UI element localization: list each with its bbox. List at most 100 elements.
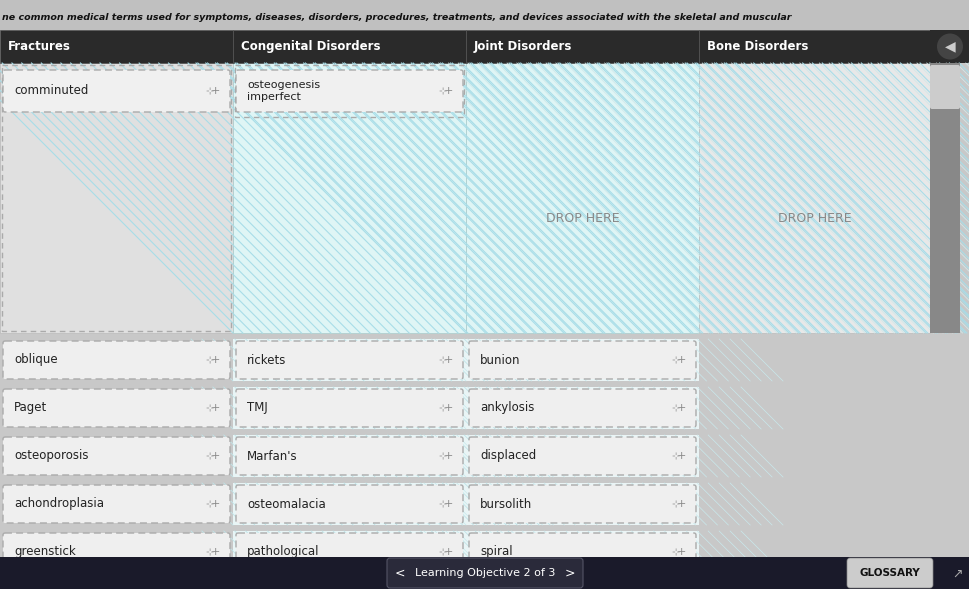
FancyBboxPatch shape: [387, 558, 582, 588]
FancyBboxPatch shape: [235, 70, 462, 112]
FancyBboxPatch shape: [3, 70, 230, 112]
Bar: [233, 387, 465, 429]
Text: ankylosis: ankylosis: [480, 402, 534, 415]
Text: +: +: [675, 355, 685, 365]
FancyBboxPatch shape: [929, 65, 959, 109]
FancyBboxPatch shape: [3, 437, 230, 475]
Bar: [465, 435, 699, 477]
Text: rickets: rickets: [247, 353, 286, 366]
Text: +: +: [443, 547, 453, 557]
FancyBboxPatch shape: [235, 341, 462, 379]
FancyBboxPatch shape: [469, 485, 696, 523]
Text: ⊹: ⊹: [671, 547, 678, 557]
FancyBboxPatch shape: [235, 389, 462, 427]
Text: ⊹: ⊹: [437, 86, 446, 96]
Text: ⊹: ⊹: [437, 451, 446, 461]
FancyBboxPatch shape: [469, 533, 696, 571]
Text: ⊹: ⊹: [204, 451, 213, 461]
Text: +: +: [443, 499, 453, 509]
Text: Paget: Paget: [14, 402, 47, 415]
Text: +: +: [675, 547, 685, 557]
Text: bursolith: bursolith: [480, 498, 532, 511]
Text: ⊹: ⊹: [204, 499, 213, 509]
Text: displaced: displaced: [480, 449, 536, 462]
Text: spiral: spiral: [480, 545, 512, 558]
Text: ⊹: ⊹: [204, 547, 213, 557]
Text: ⊹: ⊹: [437, 547, 446, 557]
FancyBboxPatch shape: [846, 558, 932, 588]
Bar: [0, 63, 233, 333]
Text: GLOSSARY: GLOSSARY: [859, 568, 920, 578]
Text: +: +: [210, 355, 219, 365]
Text: +: +: [210, 499, 219, 509]
FancyBboxPatch shape: [3, 389, 230, 427]
Text: +: +: [443, 86, 453, 96]
Bar: [929, 30, 969, 63]
Text: +: +: [443, 451, 453, 461]
Text: ⊹: ⊹: [671, 403, 678, 413]
Text: ⊹: ⊹: [204, 403, 213, 413]
FancyBboxPatch shape: [469, 389, 696, 427]
Text: ◀: ◀: [944, 39, 954, 54]
Text: greenstick: greenstick: [14, 545, 76, 558]
Text: ⊹: ⊹: [437, 403, 446, 413]
Text: ne common medical terms used for symptoms, diseases, disorders, procedures, trea: ne common medical terms used for symptom…: [2, 14, 791, 22]
Text: achondroplasia: achondroplasia: [14, 498, 104, 511]
Text: comminuted: comminuted: [14, 84, 88, 98]
Text: +: +: [675, 451, 685, 461]
Text: ⊹: ⊹: [671, 355, 678, 365]
FancyBboxPatch shape: [469, 437, 696, 475]
Bar: [233, 30, 465, 63]
Bar: [233, 63, 465, 333]
Text: >: >: [564, 567, 575, 580]
Text: ⊹: ⊹: [204, 86, 213, 96]
Bar: [0, 30, 233, 63]
Text: +: +: [675, 403, 685, 413]
Bar: [465, 387, 699, 429]
Text: +: +: [210, 86, 219, 96]
FancyBboxPatch shape: [235, 533, 462, 571]
Bar: [699, 63, 929, 333]
Bar: [465, 63, 699, 333]
Text: +: +: [443, 355, 453, 365]
Text: ⊹: ⊹: [437, 499, 446, 509]
Text: ⊹: ⊹: [671, 499, 678, 509]
Text: ⊹: ⊹: [204, 355, 213, 365]
Bar: [465, 339, 699, 381]
Bar: [465, 30, 699, 63]
Text: Congenital Disorders: Congenital Disorders: [240, 40, 380, 53]
Bar: [465, 531, 699, 573]
Text: <: <: [394, 567, 405, 580]
Text: Learning Objective 2 of 3: Learning Objective 2 of 3: [415, 568, 554, 578]
Bar: [0, 0, 969, 30]
Text: ⊹: ⊹: [437, 355, 446, 365]
Text: pathological: pathological: [247, 545, 319, 558]
Circle shape: [936, 34, 962, 59]
Text: Bone Disorders: Bone Disorders: [706, 40, 807, 53]
Text: DROP HERE: DROP HERE: [546, 211, 618, 224]
Bar: [233, 435, 465, 477]
Bar: [233, 531, 465, 573]
FancyBboxPatch shape: [469, 341, 696, 379]
Text: osteomalacia: osteomalacia: [247, 498, 326, 511]
Text: Fractures: Fractures: [8, 40, 71, 53]
Text: TMJ: TMJ: [247, 402, 267, 415]
FancyBboxPatch shape: [3, 485, 230, 523]
Text: Joint Disorders: Joint Disorders: [474, 40, 572, 53]
Text: osteoporosis: osteoporosis: [14, 449, 88, 462]
Text: bunion: bunion: [480, 353, 520, 366]
Bar: [233, 483, 465, 525]
Text: +: +: [210, 451, 219, 461]
Text: +: +: [210, 547, 219, 557]
Text: Marfan's: Marfan's: [247, 449, 297, 462]
Text: +: +: [210, 403, 219, 413]
Bar: [233, 339, 465, 381]
Text: +: +: [443, 403, 453, 413]
Bar: [0, 557, 969, 589]
Text: ⊹: ⊹: [671, 451, 678, 461]
FancyBboxPatch shape: [3, 341, 230, 379]
FancyBboxPatch shape: [235, 437, 462, 475]
Text: +: +: [675, 499, 685, 509]
Bar: [465, 483, 699, 525]
Text: oblique: oblique: [14, 353, 57, 366]
